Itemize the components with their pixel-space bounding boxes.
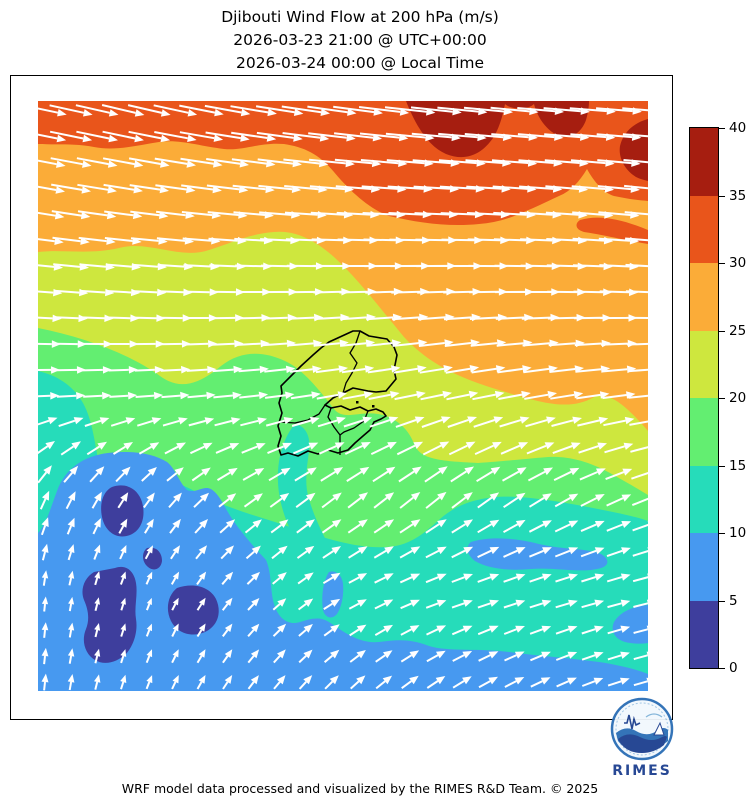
wind-map — [38, 101, 648, 691]
colorbar-segment-1 — [690, 533, 718, 601]
footer-credit: WRF model data processed and visualized … — [121, 781, 599, 796]
colorbar-label-35: 35 — [729, 187, 747, 204]
colorbar-tickmark-35 — [718, 195, 725, 197]
colorbar-label-5: 5 — [729, 592, 738, 609]
title-block: Djibouti Wind Flow at 200 hPa (m/s) 2026… — [0, 6, 720, 75]
colorbar-tickmark-5 — [718, 600, 725, 602]
colorbar-tickmark-40 — [718, 128, 725, 129]
contour-region-30-35ms — [576, 217, 648, 244]
colorbar-segment-2 — [690, 465, 718, 533]
colorbar-label-25: 25 — [729, 322, 747, 339]
colorbar-label-20: 20 — [729, 390, 747, 406]
wind-quiver — [38, 104, 648, 691]
colorbar-segment-5 — [690, 263, 718, 331]
colorbar-tickmark-30 — [718, 263, 725, 264]
colorbar-label-10: 10 — [729, 525, 747, 541]
region-border — [342, 330, 361, 394]
colorbar-segment-3 — [690, 398, 718, 466]
colorbar-tickmark-25 — [718, 330, 725, 332]
plot-frame: RIMES — [10, 75, 674, 779]
contour-region-0-5ms — [167, 585, 219, 635]
colorbar-tickmark-15 — [718, 465, 725, 467]
colorbar — [689, 127, 719, 669]
colorbar-label-40: 40 — [729, 120, 747, 136]
colorbar-label-0: 0 — [729, 660, 738, 676]
contour-region-0-5ms — [101, 485, 144, 537]
colorbar-tickmark-0 — [718, 668, 725, 669]
colorbar-tickmark-20 — [718, 398, 725, 399]
contour-region-5-10ms — [612, 605, 648, 644]
rimes-logo: RIMES — [604, 697, 680, 779]
rimes-logo-icon — [610, 697, 674, 761]
chart-subtitle-utc: 2026-03-23 21:00 @ UTC+00:00 — [233, 31, 487, 49]
wind-arrow-shafts — [38, 104, 648, 691]
colorbar-segment-0 — [690, 600, 718, 668]
colorbar-segment-6 — [690, 195, 718, 263]
contour-region-35-40ms — [406, 101, 589, 158]
island-dot — [372, 405, 375, 408]
colorbar-segment-7 — [690, 128, 718, 196]
colorbar-label-30: 30 — [729, 255, 747, 271]
island-dot — [356, 401, 359, 404]
region-border — [327, 407, 341, 455]
country-outline — [277, 330, 398, 457]
colorbar-label-15: 15 — [729, 457, 747, 474]
colorbar-tickmark-10 — [718, 533, 725, 534]
rimes-logo-label: RIMES — [612, 763, 672, 779]
country-borders — [277, 330, 398, 457]
contour-region-0-5ms — [82, 566, 137, 663]
chart-title: Djibouti Wind Flow at 200 hPa (m/s) — [221, 8, 499, 26]
region-border — [279, 404, 326, 424]
chart-subtitle-local: 2026-03-24 00:00 @ Local Time — [235, 54, 485, 72]
colorbar-segment-4 — [690, 330, 718, 398]
